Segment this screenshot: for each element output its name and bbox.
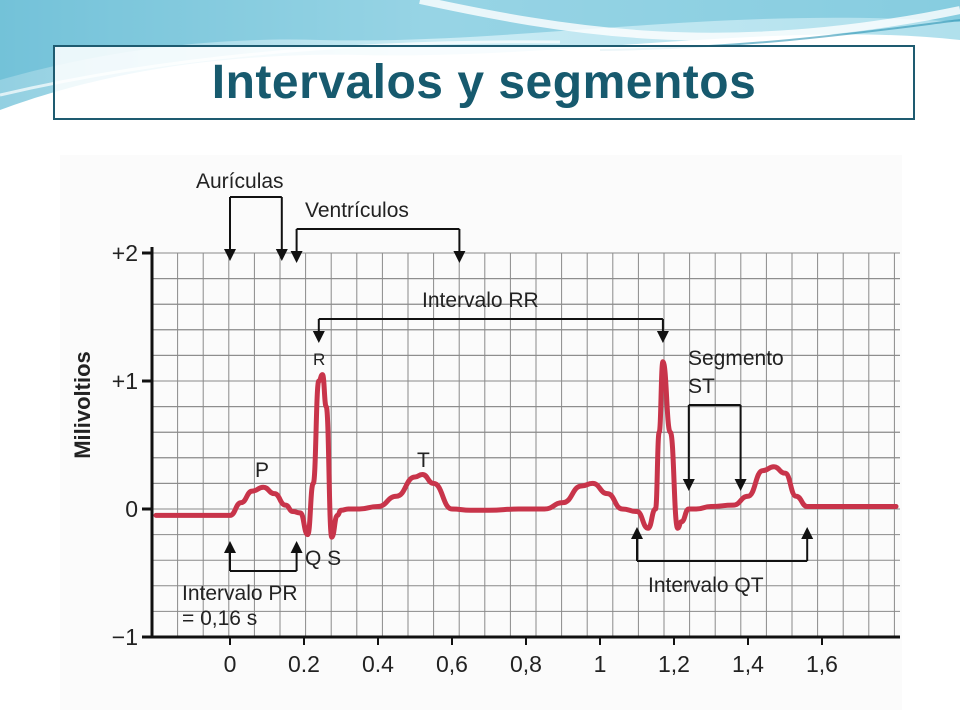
bracket-auriculas-right-head xyxy=(275,249,288,261)
x-tick-label: 0.2 xyxy=(288,651,320,677)
x-tick-label: 0,6 xyxy=(436,651,468,677)
bracket-segmento-st-right-head xyxy=(734,479,747,491)
y-axis-label: Milivoltios xyxy=(70,351,95,459)
x-tick-label: 1,2 xyxy=(658,651,690,677)
y-tick-label: +2 xyxy=(112,240,138,266)
x-tick-label: 0 xyxy=(224,651,237,677)
y-tick-label: +1 xyxy=(112,368,138,394)
annotation-ventriculos: Ventrículos xyxy=(305,199,409,222)
wave-label-qs: Q S xyxy=(305,547,341,570)
wave-label-p: P xyxy=(255,459,269,482)
bracket-ventriculos-right-head xyxy=(453,251,466,263)
bracket-intervalo-rr-right-head xyxy=(656,331,669,343)
title-box: Intervalos y segmentos xyxy=(53,45,915,120)
annotations xyxy=(224,196,814,572)
annotation-auriculas: Aurículas xyxy=(196,170,284,193)
bracket-intervalo-pr-right-head xyxy=(290,541,303,553)
bracket-intervalo-qt-right-head xyxy=(801,527,814,539)
bracket-intervalo-pr-left-head xyxy=(224,541,236,553)
bracket-intervalo-qt-left-head xyxy=(631,527,643,539)
x-tick-label: 1 xyxy=(594,651,607,677)
annotation-st: ST xyxy=(688,375,715,398)
slide-title: Intervalos y segmentos xyxy=(211,56,757,109)
annotation-intervalo-rr: Intervalo RR xyxy=(422,289,539,312)
annotation-intervalo-pr: Intervalo PR xyxy=(182,582,298,605)
ecg-trace-group xyxy=(153,359,899,540)
x-tick-label: 1,4 xyxy=(732,651,764,677)
annotation-pr-duration: = 0,16 s xyxy=(182,607,257,630)
bracket-auriculas-left-head xyxy=(224,249,236,261)
ecg-trace xyxy=(153,359,899,540)
y-tick-label: 0 xyxy=(125,496,138,522)
wave-label-t: T xyxy=(417,449,430,472)
chart-axes xyxy=(142,247,900,645)
tick-labels: 0 0.2 0.4 0,6 0,8 1 1,2 1,4 1,6 −1 0 +1 +2 xyxy=(112,240,838,677)
x-tick-label: 0.4 xyxy=(362,651,394,677)
annotation-intervalo-qt: Intervalo QT xyxy=(648,574,764,597)
wave-label-r: R xyxy=(313,350,325,369)
ecg-chart: 0 0.2 0.4 0,6 0,8 1 1,2 1,4 1,6 −1 0 +1 +2 Milivolti… xyxy=(60,155,902,710)
bracket-ventriculos-left-head xyxy=(290,251,303,263)
x-tick-label: 0,8 xyxy=(510,651,542,677)
y-tick-label: −1 xyxy=(112,624,138,650)
annotation-segmento: Segmento xyxy=(688,347,784,370)
x-tick-label: 1,6 xyxy=(806,651,838,677)
bracket-intervalo-rr-left-head xyxy=(312,331,325,343)
bracket-segmento-st-left-head xyxy=(682,479,695,491)
chart-grid xyxy=(151,252,900,637)
